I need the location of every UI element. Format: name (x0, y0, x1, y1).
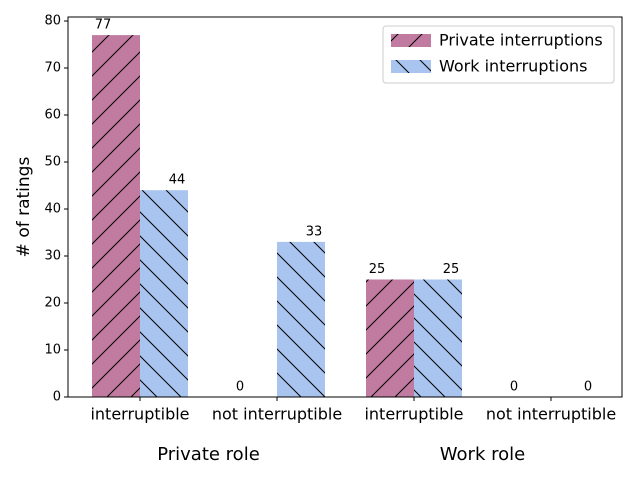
group-label: Work role (440, 444, 525, 465)
y-tick-label: 80 (44, 13, 61, 28)
value-label: 25 (443, 262, 460, 277)
x-tick-label: not interruptible (212, 405, 342, 424)
legend-swatch (391, 34, 431, 47)
plot-frame (67, 16, 623, 398)
value-label: 77 (95, 18, 112, 33)
y-axis-label: # of ratings (14, 157, 34, 258)
legend-label: Work interruptions (439, 57, 587, 76)
y-tick-label: 50 (44, 154, 61, 169)
value-label: 0 (236, 380, 244, 395)
legend-box (382, 25, 615, 84)
y-tick-label: 0 (53, 390, 61, 405)
x-tick-label: interruptible (90, 405, 189, 424)
y-tick-label: 70 (44, 60, 61, 75)
y-tick-label: 40 (44, 201, 61, 216)
legend-swatch (391, 60, 431, 73)
value-label: 44 (169, 173, 186, 188)
value-label: 33 (306, 224, 323, 239)
value-label: 0 (584, 380, 592, 395)
x-tick-label: interruptible (364, 405, 463, 424)
x-tick-label: not interruptible (486, 405, 616, 424)
y-tick-label: 10 (44, 342, 61, 357)
legend-label: Private interruptions (439, 31, 603, 50)
y-tick-label: 20 (44, 295, 61, 310)
bar (277, 241, 325, 397)
group-label: Private role (157, 444, 260, 465)
y-tick-label: 60 (44, 107, 61, 122)
bar (92, 35, 140, 397)
bar (366, 279, 414, 397)
value-label: 25 (369, 262, 386, 277)
value-label: 0 (510, 380, 518, 395)
bar (414, 279, 462, 397)
bar (140, 190, 188, 397)
y-tick-label: 30 (44, 248, 61, 263)
